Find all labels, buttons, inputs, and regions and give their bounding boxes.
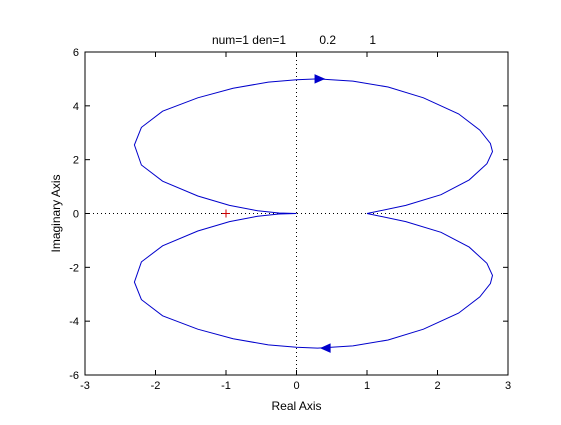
y-axis-label: Imaginary Axis [49, 174, 63, 252]
x-tick-label: 0 [293, 380, 299, 392]
x-tick-label: -1 [221, 380, 231, 392]
x-tick-label: -2 [151, 380, 161, 392]
y-tick-label: -2 [69, 262, 79, 274]
y-tick-label: -6 [69, 370, 79, 382]
x-tick-label: -3 [80, 380, 90, 392]
x-axis-label: Real Axis [271, 399, 321, 413]
nyquist-curve-1 [133, 78, 494, 214]
markers [222, 74, 331, 353]
x-tick-label: 2 [434, 380, 440, 392]
y-tick-label: 4 [73, 101, 79, 113]
critical-point-marker [222, 209, 230, 218]
y-tick-label: 2 [73, 155, 79, 167]
y-tick-label: -4 [69, 316, 79, 328]
x-tick-label: 3 [505, 380, 511, 392]
y-tick-labels: -6 -4 -2 0 2 4 6 [69, 47, 79, 382]
direction-arrow-2 [319, 343, 331, 353]
chart-title: num=1 den=1 0.2 1 [212, 33, 376, 47]
y-tick-label: 0 [73, 209, 79, 221]
curves [133, 78, 494, 349]
tick-marks [84, 51, 509, 376]
y-tick-label: 6 [73, 47, 79, 59]
x-tick-label: 1 [364, 380, 370, 392]
direction-arrow-1 [314, 74, 326, 84]
x-tick-labels: -3 -2 -1 0 1 2 3 [80, 380, 511, 392]
nyquist-curve-2 [133, 213, 494, 349]
zero-lines [85, 52, 508, 375]
